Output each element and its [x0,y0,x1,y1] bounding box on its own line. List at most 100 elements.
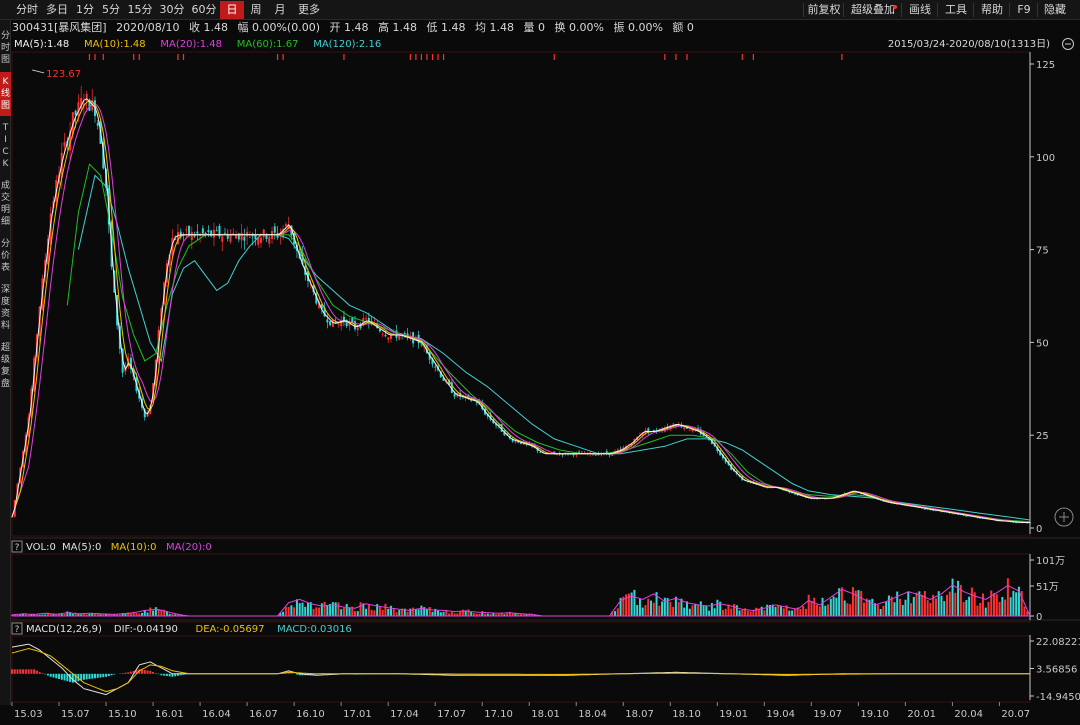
toolbar-button-0[interactable]: 前复权 [807,3,841,16]
candle-body [456,393,459,397]
toolbar-button-3[interactable]: 工具 [945,3,967,16]
macd-bar [282,673,285,674]
candle-body [564,452,567,454]
macd-legend-2: DEA:-0.05697 [196,624,265,635]
toolbar-button-4[interactable]: 帮助 [981,3,1003,16]
volume-bar [304,606,307,616]
period-tab-6[interactable]: 60分 [191,3,217,16]
volume-bar [926,600,929,616]
macd-bar [99,673,102,678]
toolbar-separator [901,3,902,17]
candle-body [66,141,69,146]
macd-legend-3: MACD:0.03016 [277,624,352,635]
macd-bar [46,673,49,676]
sidebar-tab-5[interactable]: 深度资料 [0,285,10,331]
period-tab-3[interactable]: 5分 [102,3,120,16]
toolbar-button-5[interactable]: F9 [1017,3,1031,16]
macd-bar [96,673,99,678]
macd-bar [453,673,456,675]
stock-code-name[interactable]: 300431[暴风集团] [12,21,107,34]
candle-body [55,179,58,202]
candle-body [926,508,929,510]
candle-body [818,497,821,500]
sidebar-tab-6[interactable]: 超级复盘 [0,343,10,389]
period-tab-4[interactable]: 15分 [127,3,153,16]
quote-high: 高 1.48 [378,21,418,34]
volume-bar [331,602,334,616]
period-tab-10[interactable]: 更多 [298,3,320,16]
volume-bar [962,602,965,616]
candle-body [843,493,846,495]
volume-bar [788,610,791,616]
candle-body [409,335,412,337]
toolbar-button-2[interactable]: 画线 [909,3,931,16]
candle-body [835,496,838,498]
macd-bar [129,671,132,674]
candle-body [412,332,415,344]
volume-bar [998,601,1001,616]
macd-bar [450,673,453,675]
candle-body [622,447,625,451]
volume-bar [309,602,312,616]
candle-body [752,481,755,484]
candle-body [387,337,390,340]
period-tab-7[interactable]: 日 [220,1,244,19]
candle-body [968,515,971,517]
sidebar-tab-4[interactable]: 分价表 [0,239,10,273]
macd-bar [395,673,398,674]
candle-body [943,511,946,513]
toolbar-button-6[interactable]: 隐藏 [1044,3,1066,16]
volume-bar [713,608,716,616]
candle-body [425,345,428,354]
macd-legend-1: DIF:-0.04190 [114,624,178,635]
ma-legend-0: MA(5):1.48 [14,39,69,50]
candle-body [605,451,608,454]
candle-body [641,432,644,437]
candle-body [528,443,531,445]
volume-help-box [11,540,23,553]
macd-bar [74,673,77,682]
volume-bar [882,605,885,616]
macd-bar [33,669,36,674]
candle-body [105,168,108,188]
candle-body [201,228,204,234]
macd-bar [35,670,38,674]
macd-bar [124,672,127,674]
macd-bar [309,673,312,676]
sidebar-tab-3[interactable]: 成交明细 [0,181,10,227]
sidebar-tab-0[interactable]: 分时图 [0,31,10,65]
candle-body [531,443,534,446]
volume-bar [705,606,708,616]
volume-bar [749,611,752,616]
candle-body [885,501,888,502]
volume-bar [414,609,417,616]
volume-bar [16,614,19,616]
volume-bar [165,611,168,616]
volume-bar [810,601,813,616]
volume-bar [428,606,431,616]
candle-body [976,516,979,518]
candle-body [312,285,315,292]
macd-bar [105,673,108,677]
candle-body [580,453,583,455]
toolbar-button-1[interactable]: 超级叠加 [851,3,895,16]
volume-bar [475,613,478,616]
candle-body [929,508,932,510]
candle-body [354,321,357,330]
period-tab-2[interactable]: 1分 [76,3,94,16]
candle-body [583,452,586,454]
candle-body [248,236,251,238]
volume-bar [409,608,412,616]
period-tab-0[interactable]: 分时 [16,3,38,16]
period-tab-5[interactable]: 30分 [159,3,185,16]
price-y-tick-2: 75 [1036,246,1049,257]
period-tab-9[interactable]: 月 [274,3,286,16]
volume-bar [121,613,124,616]
period-tab-8[interactable]: 周 [250,3,262,16]
period-tab-1[interactable]: 多日 [46,3,68,16]
volume-bar [497,613,500,616]
candle-body [107,188,110,225]
